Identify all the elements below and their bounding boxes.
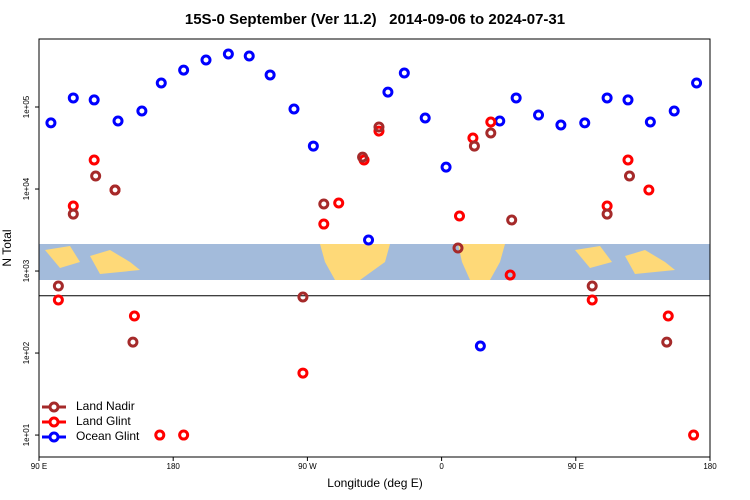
data-point <box>264 69 276 81</box>
data-point <box>622 94 634 106</box>
data-point <box>485 116 497 128</box>
x-tick-label: 0 <box>439 462 444 471</box>
data-point <box>474 340 486 352</box>
data-point <box>288 103 300 115</box>
data-point <box>510 92 522 104</box>
data-point <box>533 109 545 121</box>
data-point <box>504 269 516 281</box>
data-point <box>222 48 234 60</box>
data-point <box>67 208 79 220</box>
data-point <box>154 429 166 441</box>
y-tick-label: 1e+02 <box>22 341 31 364</box>
data-point <box>668 105 680 117</box>
y-tick-label: 1e+05 <box>22 95 31 118</box>
x-tick-label: 90 E <box>568 462 584 471</box>
data-point <box>622 154 634 166</box>
data-point <box>644 116 656 128</box>
x-tick-label: 180 <box>167 462 181 471</box>
data-point <box>363 234 375 246</box>
data-point <box>586 294 598 306</box>
data-point <box>468 140 480 152</box>
data-point <box>440 161 452 173</box>
data-point <box>555 119 567 131</box>
data-point <box>178 429 190 441</box>
data-point <box>373 121 385 133</box>
x-axis-title: Longitude (deg E) <box>327 476 422 490</box>
data-point <box>307 140 319 152</box>
legend-marker <box>48 416 60 428</box>
data-point <box>45 117 57 129</box>
data-point <box>662 310 674 322</box>
data-point <box>485 127 497 139</box>
data-point <box>88 94 100 106</box>
data-point <box>601 92 613 104</box>
data-point <box>136 105 148 117</box>
y-tick-label: 1e+03 <box>22 259 31 282</box>
data-point <box>52 294 64 306</box>
data-point <box>155 77 167 89</box>
data-point <box>506 214 518 226</box>
data-point <box>452 242 464 254</box>
data-point <box>128 310 140 322</box>
chart-title: 15S-0 September (Ver 11.2) 2014-09-06 to… <box>185 11 565 28</box>
data-point <box>643 184 655 196</box>
data-point <box>623 170 635 182</box>
data-point <box>127 336 139 348</box>
x-tick-label: 90 W <box>298 462 317 471</box>
legend-marker <box>48 401 60 413</box>
data-point <box>357 151 369 163</box>
map-strip <box>39 244 710 280</box>
data-point <box>88 154 100 166</box>
data-point <box>601 208 613 220</box>
data-point <box>112 115 124 127</box>
data-point <box>200 54 212 66</box>
x-tick-label: 180 <box>703 462 717 471</box>
y-axis-title: N Total <box>0 229 14 266</box>
data-point <box>494 115 506 127</box>
data-point <box>661 336 673 348</box>
data-point <box>318 198 330 210</box>
y-tick-label: 1e+04 <box>22 177 31 200</box>
legend-marker <box>48 431 60 443</box>
y-tick-label: 1e+01 <box>22 423 31 446</box>
data-point <box>333 197 345 209</box>
x-tick-label: 90 E <box>31 462 47 471</box>
data-point <box>67 92 79 104</box>
data-point <box>579 117 591 129</box>
data-point <box>90 170 102 182</box>
data-point <box>297 367 309 379</box>
data-point <box>318 218 330 230</box>
data-point <box>688 429 700 441</box>
legend-label: Ocean Glint <box>76 429 140 443</box>
data-point <box>691 77 703 89</box>
plot-frame <box>38 38 711 458</box>
legend-label: Land Glint <box>76 414 131 428</box>
data-point <box>297 291 309 303</box>
data-point <box>243 50 255 62</box>
data-point <box>586 280 598 292</box>
data-point <box>109 184 121 196</box>
data-point <box>382 86 394 98</box>
data-point <box>52 280 64 292</box>
data-point <box>398 67 410 79</box>
data-point <box>419 112 431 124</box>
legend-label: Land Nadir <box>76 399 135 413</box>
data-point <box>178 64 190 76</box>
data-point <box>453 210 465 222</box>
data-point <box>373 125 385 137</box>
